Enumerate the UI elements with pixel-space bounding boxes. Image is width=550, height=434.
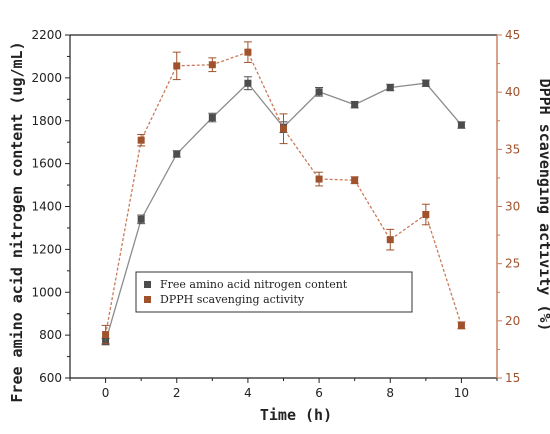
x-tick-label: 0 — [102, 386, 110, 400]
data-point — [244, 48, 252, 56]
x-tick-label: 4 — [244, 386, 252, 400]
y-right-tick-label: 15 — [505, 371, 520, 385]
y-right-tick-label: 35 — [505, 142, 520, 156]
data-point — [173, 150, 181, 158]
x-axis-label: Time (h) — [260, 406, 332, 424]
data-point — [315, 88, 323, 96]
data-point — [386, 84, 394, 92]
series-2 — [101, 41, 466, 345]
data-point — [315, 175, 323, 183]
y-left-tick-label: 800 — [39, 328, 62, 342]
data-point — [137, 136, 145, 144]
legend-label: Free amino acid nitrogen content — [160, 278, 348, 291]
x-tick-label: 10 — [454, 386, 469, 400]
data-point — [351, 101, 359, 109]
y-left-tick-label: 1600 — [31, 157, 62, 171]
y-left-tick-label: 2200 — [31, 28, 62, 42]
data-point — [102, 331, 110, 339]
data-point — [280, 125, 287, 133]
y-right-tick-label: 45 — [505, 28, 520, 42]
legend-label: DPPH scavenging activity — [160, 293, 305, 306]
y-axis-label-right: DPPH scavenging activity (%) — [536, 79, 550, 332]
data-point — [173, 62, 181, 70]
data-point — [457, 321, 465, 329]
legend: Free amino acid nitrogen content DPPH sca… — [135, 271, 413, 313]
data-point — [386, 236, 394, 244]
y-left-tick-label: 1000 — [31, 285, 62, 299]
y-left-tick-label: 600 — [39, 371, 62, 385]
y-left-tick-label: 2000 — [31, 71, 62, 85]
data-point — [351, 176, 359, 184]
data-point — [208, 61, 216, 69]
data-point — [422, 79, 430, 87]
x-tick-label: 2 — [173, 386, 181, 400]
data-point — [244, 79, 252, 87]
data-point — [137, 215, 145, 223]
y-right-tick-label: 30 — [505, 200, 520, 214]
data-point — [422, 211, 430, 219]
data-point — [208, 114, 216, 122]
legend-marker — [144, 296, 151, 303]
x-tick-label: 8 — [386, 386, 394, 400]
legend-box — [135, 271, 413, 313]
y-right-tick-label: 20 — [505, 314, 520, 328]
series-layer — [101, 41, 466, 346]
y-right-tick-label: 25 — [505, 257, 520, 271]
x-tick-label: 6 — [315, 386, 323, 400]
y-axis-label-left: Free amino acid nitrogen content (ug/mL) — [8, 41, 26, 402]
axes: 0 2 4 6 8 10 600 800 1000 1200 1400 1600 1800 2000 220… — [31, 28, 520, 400]
y-right-tick-label: 40 — [505, 85, 520, 99]
y-left-tick-label: 1400 — [31, 200, 62, 214]
y-left-tick-label: 1800 — [31, 114, 62, 128]
data-point — [457, 121, 465, 129]
legend-marker — [144, 281, 151, 288]
y-left-tick-label: 1200 — [31, 242, 62, 256]
